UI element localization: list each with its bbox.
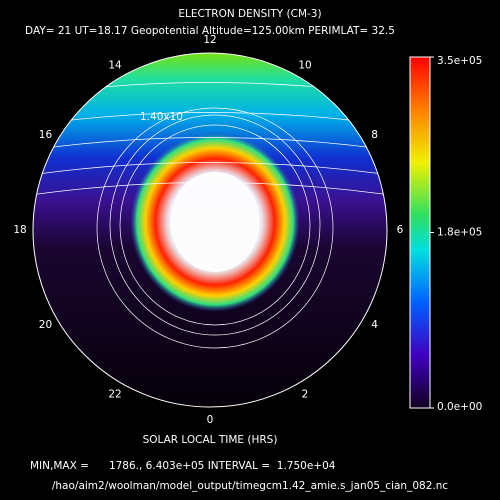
- file-path: /hao/aim2/woolman/model_output/timegcm1.…: [52, 480, 449, 492]
- colorbar-tick-label: 0.0e+00: [437, 401, 482, 413]
- hour-label: 2: [302, 389, 309, 401]
- colorbar-tick-label: 3.5e+05: [437, 55, 482, 67]
- hour-label: 4: [371, 319, 378, 331]
- hour-label: 10: [298, 59, 311, 71]
- x-axis-label: SOLAR LOCAL TIME (HRS): [143, 434, 278, 446]
- hour-label: 6: [397, 224, 404, 236]
- hour-label: 0: [207, 414, 214, 426]
- hour-label: 16: [39, 129, 53, 141]
- subtitle: DAY= 21 UT=18.17 Geopotential Altitude=1…: [25, 25, 395, 37]
- contour-label: 1.40x10: [140, 111, 183, 123]
- stats: MIN,MAX = 1786., 6.403e+05 INTERVAL = 1.…: [30, 460, 336, 472]
- hour-label: 14: [108, 59, 122, 71]
- hour-label: 22: [108, 389, 121, 401]
- colorbar-tick-label: 1.8e+05: [437, 227, 482, 239]
- hour-label: 8: [371, 129, 378, 141]
- hour-label: 20: [39, 319, 52, 331]
- title: ELECTRON DENSITY (CM-3): [178, 8, 321, 20]
- hour-label: 12: [203, 34, 216, 46]
- hour-label: 18: [13, 224, 26, 236]
- colorbar: [409, 56, 431, 409]
